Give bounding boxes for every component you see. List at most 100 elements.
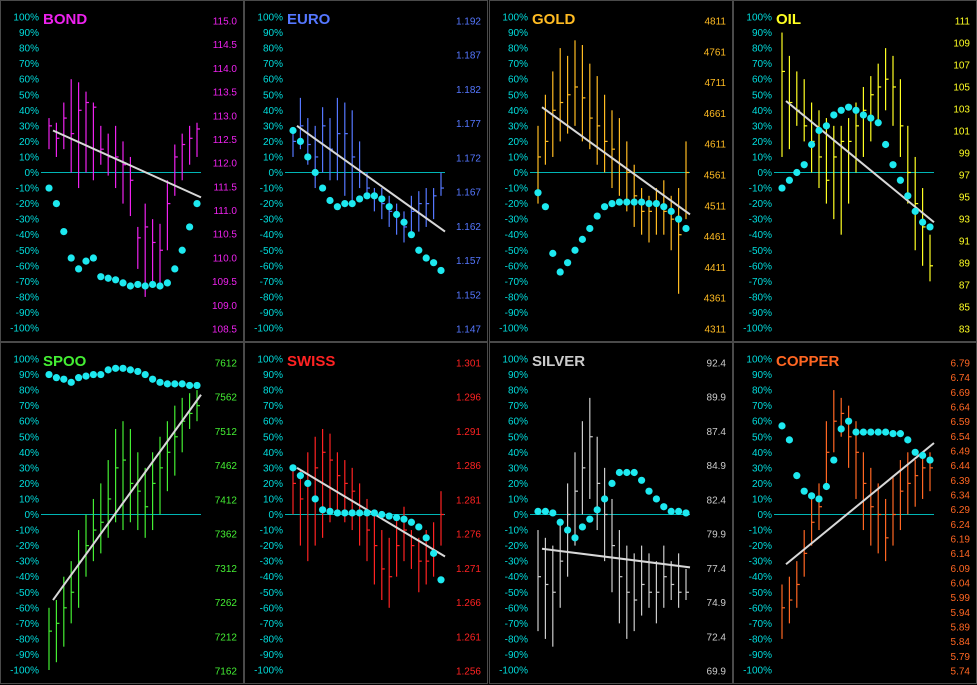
percent-tick: -50%	[16, 588, 39, 599]
percent-tick: 70%	[263, 401, 283, 412]
oscillator-point	[785, 436, 793, 444]
panel-title: SPOO	[43, 353, 87, 370]
percent-tick: 60%	[752, 417, 772, 428]
price-tick: 93	[959, 215, 971, 226]
percent-tick: 90%	[19, 28, 39, 39]
percent-tick: -30%	[505, 215, 528, 226]
price-bar	[351, 110, 356, 204]
oscillator-point	[667, 507, 675, 515]
percent-tick: -90%	[749, 650, 772, 661]
price-tick: 4811	[704, 17, 726, 28]
price-tick: 113.0	[213, 111, 238, 122]
price-bar	[803, 530, 808, 577]
percent-tick: 80%	[263, 386, 283, 397]
percent-tick: 50%	[508, 432, 528, 443]
chart-euro: 100% 90% 80% 70% 60% 50% 40% 30% 20% 10% 0% -10% -20…	[254, 13, 481, 336]
price-tick: 7562	[215, 393, 238, 404]
price-tick: 7262	[215, 598, 238, 609]
percent-tick: 50%	[752, 90, 772, 101]
price-tick: 6.09	[951, 564, 971, 575]
percent-tick: 100%	[746, 13, 772, 24]
percent-tick: -100%	[499, 666, 528, 677]
chart-copper: 100% 90% 80% 70% 60% 50% 40% 30% 20% 10% 0% -10% -20…	[743, 355, 971, 678]
oscillator-point	[852, 106, 860, 114]
price-tick: 79.9	[707, 530, 727, 541]
price-tick: 6.54	[951, 432, 971, 443]
price-bar	[596, 76, 601, 165]
price-tick: 1.261	[456, 632, 481, 643]
price-bar	[70, 79, 75, 173]
price-bar	[788, 576, 793, 624]
price-bar	[122, 421, 126, 531]
price-tick: 4311	[704, 325, 726, 336]
price-bar	[122, 141, 126, 204]
oscillator-point	[171, 265, 179, 273]
price-tick: 1.167	[456, 188, 481, 199]
panel-title: COPPER	[776, 353, 840, 370]
percent-tick: -70%	[749, 619, 772, 630]
oscillator-point	[415, 523, 423, 531]
percent-tick: 40%	[508, 448, 528, 459]
percent-tick: 100%	[502, 13, 528, 24]
trend-line	[785, 442, 935, 566]
percent-tick: 20%	[263, 137, 283, 148]
price-bar	[655, 188, 660, 235]
price-bar	[77, 530, 82, 608]
price-bar	[870, 76, 874, 142]
price-bar	[100, 483, 104, 554]
oscillator-point	[645, 200, 653, 208]
oscillator-point	[889, 161, 897, 169]
price-bar	[589, 63, 593, 150]
percent-tick: 70%	[752, 401, 772, 412]
price-bar	[618, 118, 623, 196]
price-bar	[810, 498, 815, 546]
percent-tick: -90%	[16, 650, 39, 661]
percent-tick: -50%	[749, 588, 772, 599]
price-bar	[810, 102, 815, 173]
oscillator-point	[186, 223, 194, 231]
oscillator-point	[400, 218, 408, 226]
oscillator-point	[60, 227, 68, 236]
percent-tick: 50%	[263, 90, 283, 101]
panel-title: SWISS	[287, 353, 336, 370]
price-bar	[425, 188, 430, 227]
price-tick: 110.0	[213, 253, 238, 264]
oscillator-point	[378, 195, 386, 203]
price-tick: 105	[953, 83, 970, 94]
oscillator-point	[356, 509, 364, 517]
trend-line	[785, 100, 935, 224]
percent-tick: -70%	[505, 619, 528, 630]
percent-tick: -10%	[749, 184, 772, 195]
price-tick: 4711	[704, 78, 726, 89]
percent-tick: 80%	[752, 386, 772, 397]
price-bar	[626, 545, 630, 639]
percent-tick: -60%	[260, 261, 283, 272]
percent-tick: -100%	[10, 666, 39, 677]
oscillator-point	[571, 246, 579, 254]
percent-tick: -80%	[749, 634, 772, 645]
oscillator-point	[89, 254, 97, 262]
price-bar	[100, 125, 104, 165]
chart-swiss: 100% 90% 80% 70% 60% 50% 40% 30% 20% 10% 0% -10% -20…	[254, 355, 481, 678]
percent-tick: -10%	[16, 526, 39, 537]
price-bar	[129, 428, 134, 523]
percent-tick: -30%	[505, 557, 528, 568]
price-bar	[129, 156, 134, 217]
oscillator-point	[859, 428, 867, 436]
oscillator-point	[319, 506, 327, 514]
oscillator-point	[341, 509, 349, 517]
price-bar	[885, 48, 889, 111]
price-tick: 4511	[704, 201, 726, 212]
percent-tick: 70%	[19, 401, 39, 412]
price-bar	[825, 421, 830, 484]
percent-tick: 100%	[257, 355, 283, 366]
oscillator-point	[178, 380, 186, 388]
oscillator-point	[830, 456, 838, 464]
oscillator-point	[156, 378, 164, 386]
price-bar	[641, 188, 645, 235]
oscillator-point	[837, 106, 845, 114]
price-bar	[321, 107, 326, 173]
percent-tick: 50%	[263, 432, 283, 443]
panel-copper: 100% 90% 80% 70% 60% 50% 40% 30% 20% 10% 0% -10% -20…	[733, 342, 977, 684]
oscillator-point	[156, 282, 164, 290]
